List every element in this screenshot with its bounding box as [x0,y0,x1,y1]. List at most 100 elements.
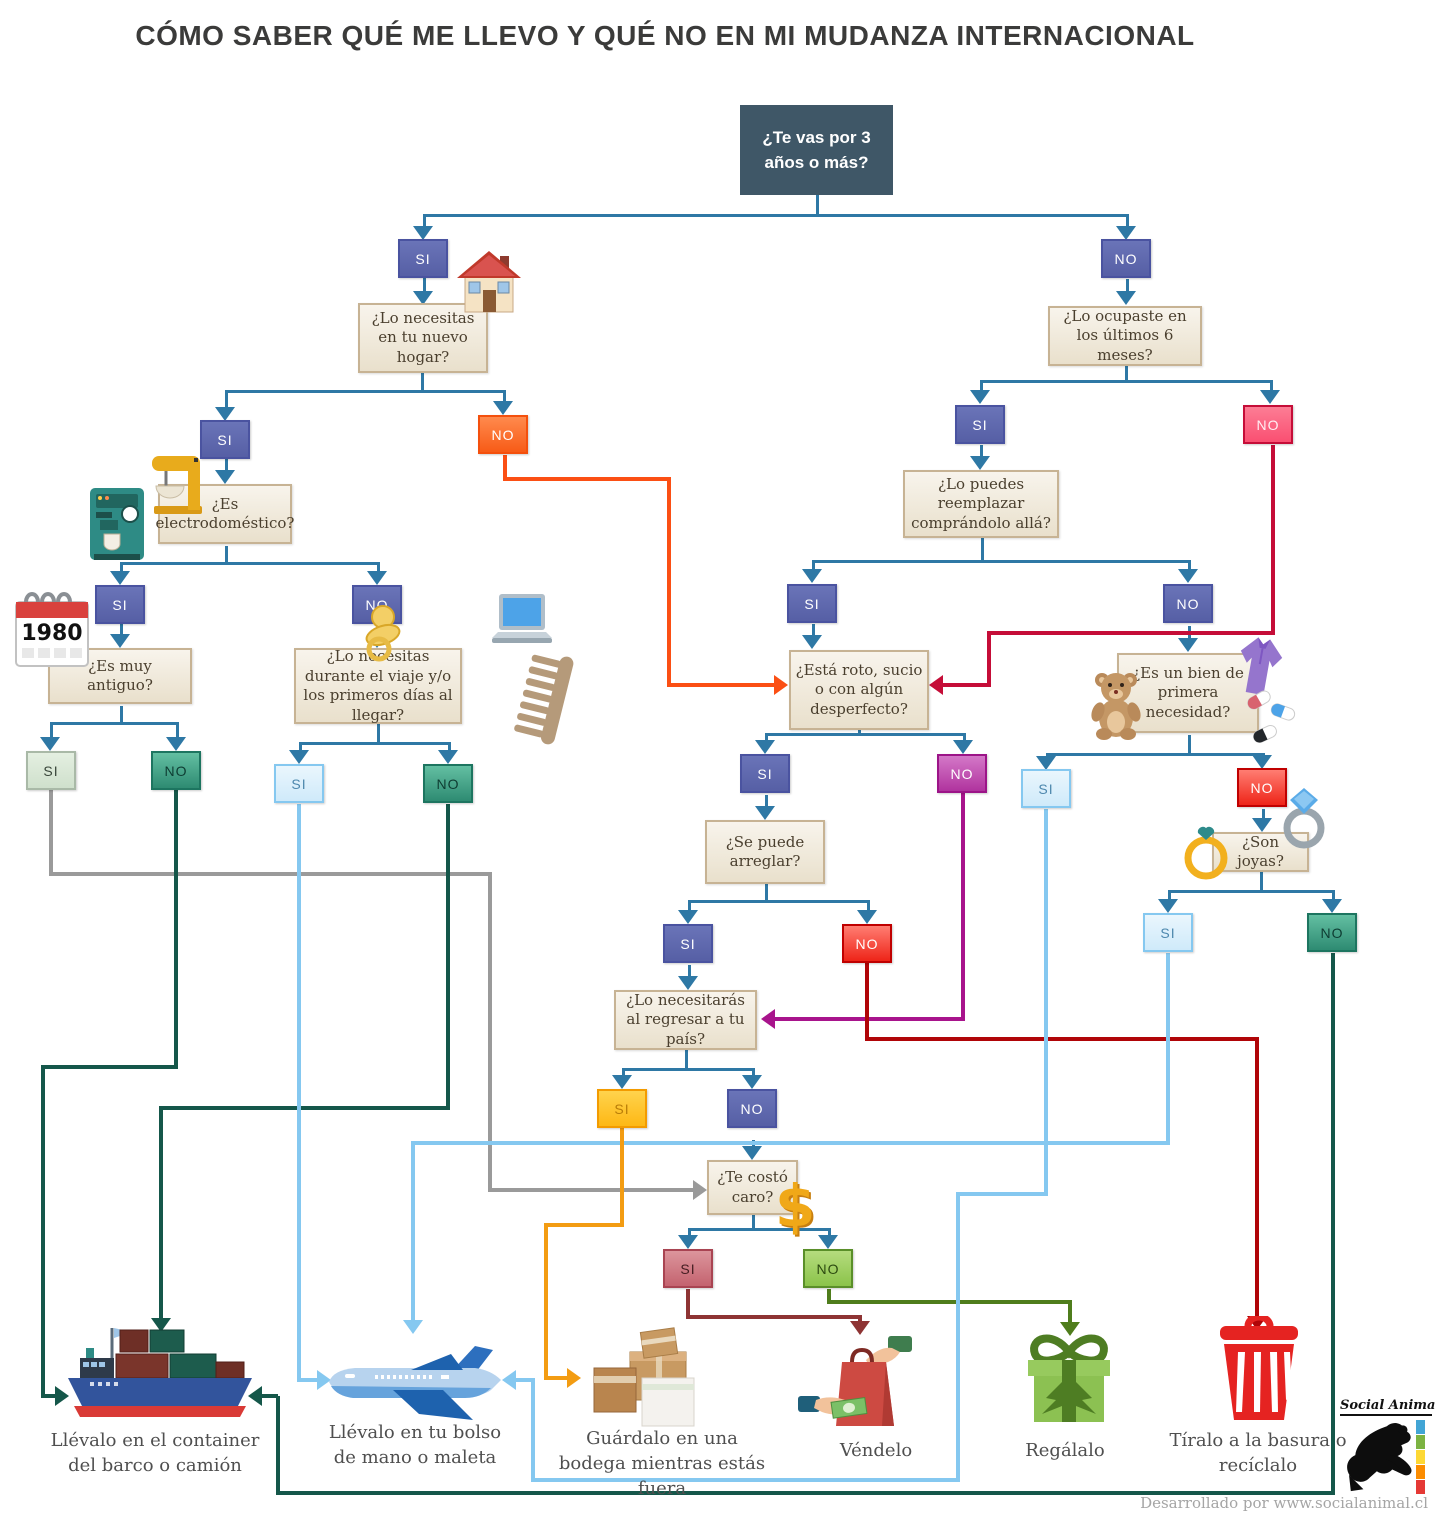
connector-arrow [502,1370,516,1390]
outcome-container-label: Llévalo en el container del barco o cami… [50,1430,260,1477]
connector-arrow [413,291,433,305]
answer-yes-arreglar: SI [663,924,713,963]
connector-line [503,477,671,481]
connector-line [120,562,380,565]
connector-line [544,1376,567,1380]
answer-no-costo: NO [803,1249,853,1288]
house-icon [453,246,525,325]
answer-no-necesidad: NO [1237,768,1287,807]
connector-line [1044,809,1048,1196]
connector-line [276,1396,280,1493]
coffee-machine-icon [86,486,148,569]
connector-line [531,1380,535,1480]
connector-line [956,1192,960,1480]
node-root-question: ¿Te vas por 3 años o más? [740,105,893,195]
connector-line [981,538,984,562]
connector-line [49,790,53,874]
connector-arrow [215,407,235,421]
connector-line [50,722,53,739]
connector-line [49,872,492,876]
node-question-reemplazar: ¿Lo puedes reemplazar comprándolo allá? [903,470,1059,538]
connector-line [225,459,228,472]
connector-arrow [678,910,698,924]
connector-line [1260,872,1263,890]
connector-line [1255,1037,1259,1316]
connector-arrow [110,634,130,648]
connector-arrow [774,675,788,695]
connector-line [1126,214,1129,228]
connector-line [688,900,870,903]
diamond-ring-icon [1280,786,1328,857]
connector-arrow [755,740,775,754]
connector-arrow [755,806,775,820]
connector-line [1271,445,1275,635]
connector-arrow [1260,390,1280,404]
brand-logo-text: Social Animal [1340,1398,1436,1416]
outcome-bodega-label: Guárdalo en una bodega mientras estás fu… [558,1428,766,1500]
connector-arrow [693,1180,707,1200]
connector-line [41,1065,178,1069]
shirt-icon [1224,629,1293,707]
answer-no-reemplazar: NO [1163,584,1213,623]
connector-arrow [678,1235,698,1249]
connector-line [622,1068,755,1071]
connector-line [225,390,506,393]
connector-arrow [970,390,990,404]
connector-line [987,631,991,686]
connector-line [1126,279,1129,293]
connector-arrow [857,910,877,924]
connector-line [299,742,302,752]
connector-arrow [438,750,458,764]
connector-line [544,1223,624,1227]
calendar-icon: 1980 [12,586,92,675]
connector-arrow [493,401,513,415]
outcome-regalalo-label: Regálalo [1025,1440,1105,1461]
connector-line [775,1017,965,1021]
connector-line [377,562,380,573]
connector-arrow [215,470,235,484]
connector-line [765,733,768,742]
connector-arrow [612,1075,632,1089]
brand-logo: Social Animal [1340,1398,1436,1494]
connector-line [865,1037,1259,1041]
connector-arrow [1158,899,1178,913]
connector-line [41,1065,45,1396]
connector-line [858,730,861,735]
answer-yes-necesitaras: SI [597,1089,647,1128]
sell-hand-icon [796,1334,916,1439]
connector-arrow [403,1320,423,1334]
teddy-bear-icon [1086,668,1146,745]
connector-arrow [55,1386,69,1406]
connector-arrow [1178,638,1198,652]
connector-line [987,631,1275,635]
connector-arrow [317,1370,331,1390]
connector-line [816,195,819,214]
connector-line [812,624,815,637]
calendar-year-label: 1980 [21,621,82,646]
connector-line [1270,380,1273,392]
connector-arrow [248,1386,262,1406]
connector-line [688,965,691,978]
connector-line [765,884,768,900]
node-question-roto: ¿Está roto, sucio o con algún desperfect… [789,650,929,730]
connector-line [41,1394,55,1398]
connector-line [812,560,1191,563]
connector-line [980,380,1273,383]
connector-arrow [929,675,943,695]
answer-no-antiguo: NO [151,751,201,790]
answer-yes-viaje: SI [274,764,324,803]
connector-line [752,1068,755,1077]
gold-ring-icon [1178,824,1234,887]
connector-line [531,1478,960,1482]
connector-line [448,742,451,752]
connector-line [174,790,178,1067]
connector-line [980,380,983,392]
connector-line [1166,953,1170,1145]
answer-yes-electro: SI [95,585,145,624]
connector-line [423,214,426,228]
stand-mixer-icon [148,450,208,521]
connector-line [688,900,691,912]
connector-line [421,373,424,392]
connector-line [827,1289,831,1302]
connector-arrow [1116,291,1136,305]
